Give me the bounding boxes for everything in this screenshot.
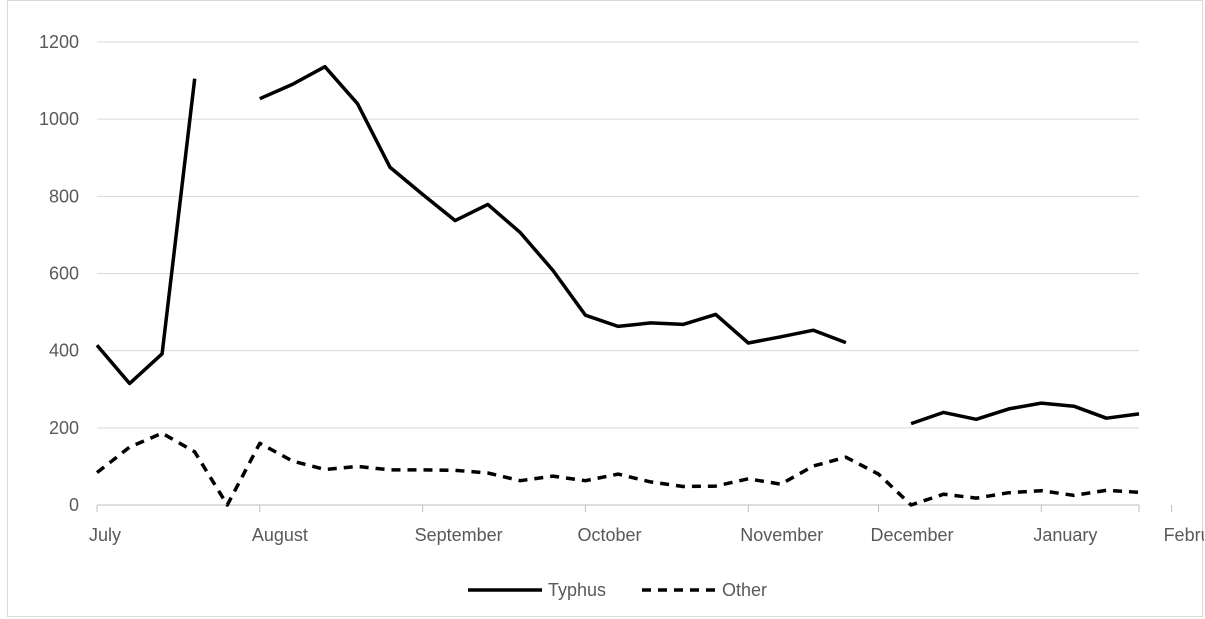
series-typhus-line-segment-0 [95, 78, 197, 386]
series-typhus-line-segment-1 [259, 64, 847, 345]
series-other-line-segment-0 [95, 431, 1140, 507]
y-tick-label-1000: 1000 [39, 109, 79, 129]
line-chart: 0 200 400 600 800 1000 1200 July August Septembe… [39, 32, 1204, 600]
legend-label-other: Other [722, 580, 767, 600]
x-tick-label-february: February [1164, 525, 1204, 545]
x-tick-label-october: October [577, 525, 641, 545]
x-tick-label-december: December [871, 525, 954, 545]
y-tick-label-200: 200 [49, 418, 79, 438]
y-tick-label-800: 800 [49, 186, 79, 206]
x-tick-label-september: September [415, 525, 503, 545]
gridlines [97, 41, 1139, 429]
x-axis: July August September October November Decemb… [89, 504, 1204, 545]
chart-frame: 0 200 400 600 800 1000 1200 July August Septembe… [7, 0, 1204, 617]
legend: Typhus Other [468, 580, 767, 600]
x-tick-label-july: July [89, 525, 121, 545]
x-tick-label-august: August [252, 525, 308, 545]
y-tick-label-0: 0 [69, 495, 79, 515]
legend-label-typhus: Typhus [548, 580, 606, 600]
y-tick-label-600: 600 [49, 264, 79, 284]
x-tick-label-november: November [740, 525, 823, 545]
y-tick-label-1200: 1200 [39, 32, 79, 52]
y-axis: 0 200 400 600 800 1000 1200 [39, 32, 79, 515]
x-tick-label-january: January [1033, 525, 1097, 545]
series-typhus-line-segment-2 [910, 401, 1140, 426]
y-tick-label-400: 400 [49, 341, 79, 361]
series-lines [95, 64, 1140, 507]
